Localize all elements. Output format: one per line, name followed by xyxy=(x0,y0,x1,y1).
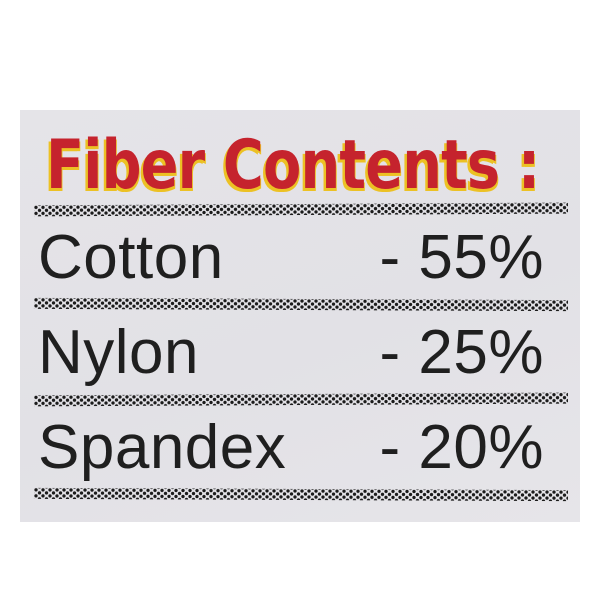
fiber-name: Spandex xyxy=(38,412,287,482)
fiber-content-label: Fiber Contents : Cotton - 55% Nylon - 25… xyxy=(20,110,580,522)
dotted-divider xyxy=(33,297,569,312)
label-title: Fiber Contents : xyxy=(46,126,540,205)
fiber-name: Cotton xyxy=(38,222,224,292)
fiber-row-spandex: Spandex - 20% xyxy=(38,405,544,489)
fiber-percentage: - 55% xyxy=(379,222,544,292)
fiber-row-nylon: Nylon - 25% xyxy=(38,310,544,394)
fiber-name: Nylon xyxy=(38,317,200,387)
fiber-row-cotton: Cotton - 55% xyxy=(38,215,544,299)
dotted-divider xyxy=(33,487,569,502)
fiber-percentage: - 20% xyxy=(379,412,544,482)
fiber-percentage: - 25% xyxy=(379,317,544,387)
